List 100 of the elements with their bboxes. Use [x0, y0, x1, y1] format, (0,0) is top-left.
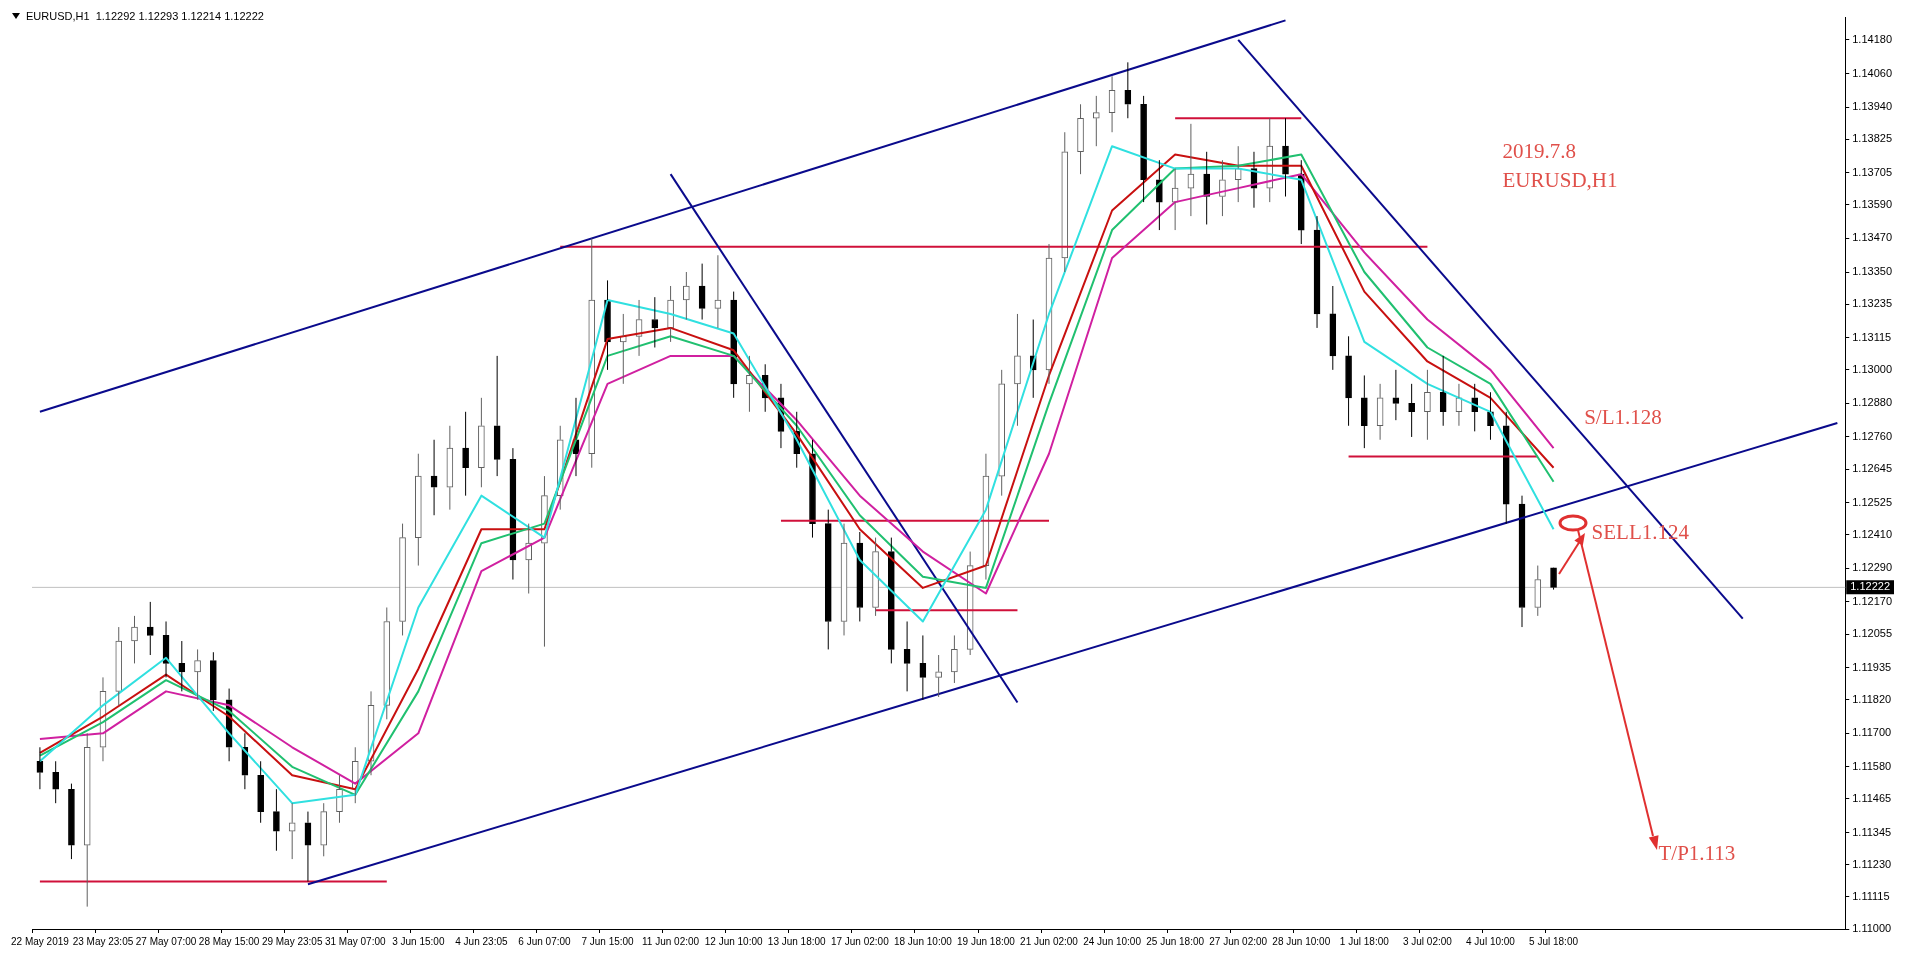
candlestick: [683, 271, 690, 321]
candlestick: [872, 537, 879, 617]
candlestick: [1014, 313, 1021, 427]
y-tick-label: 1.13590: [1852, 197, 1892, 210]
candlestick: [83, 732, 91, 908]
x-tick-label: 24 Jun 10:00: [1083, 935, 1142, 947]
candlestick: [1203, 151, 1210, 225]
x-tick-label: 31 May 07:00: [324, 935, 386, 947]
y-tick-label: 1.12880: [1852, 396, 1892, 409]
y-tick-label: 1.13350: [1852, 265, 1892, 278]
y-tick-label: 1.13940: [1852, 100, 1892, 113]
y-tick-label: 1.12525: [1852, 495, 1892, 508]
candlestick: [824, 509, 832, 650]
candlestick: [1077, 103, 1084, 175]
annotation: EURUSD,H1: [1502, 168, 1618, 193]
candlestick: [746, 355, 753, 413]
candlestick: [131, 615, 138, 664]
y-tick-label: 1.11465: [1852, 792, 1892, 805]
candlestick: [1439, 355, 1447, 427]
y-tick-label: 1.14060: [1852, 66, 1892, 79]
ref-line-label: 1.12222: [1850, 580, 1890, 593]
candlestick: [1534, 565, 1542, 617]
y-tick-label: 1.12760: [1852, 429, 1892, 442]
candlestick: [935, 654, 942, 698]
candlestick: [998, 369, 1006, 497]
candlestick: [273, 788, 280, 852]
y-tick-label: 1.13825: [1852, 132, 1892, 145]
x-tick-label: 17 Jun 02:00: [830, 935, 890, 947]
x-tick-label: 12 Jun 10:00: [704, 935, 764, 947]
y-tick-label: 1.13115: [1852, 330, 1892, 343]
annotation: S/L1.128: [1584, 405, 1662, 430]
x-tick-label: 7 Jun 15:00: [581, 935, 635, 947]
y-tick-label: 1.13000: [1852, 362, 1892, 375]
x-tick-label: 22 May 2019: [10, 935, 70, 947]
x-tick-label: 4 Jun 23:05: [455, 935, 508, 947]
y-tick-label: 1.11230: [1852, 857, 1892, 870]
y-tick-label: 1.12410: [1852, 527, 1892, 540]
x-tick-label: 3 Jul 02:00: [1402, 935, 1453, 947]
x-tick-label: 21 Jun 02:00: [1020, 935, 1079, 947]
candlestick: [1361, 374, 1368, 449]
candlestick: [888, 537, 895, 664]
y-tick-label: 1.12290: [1852, 561, 1892, 574]
x-tick-label: 25 Jun 18:00: [1146, 935, 1205, 947]
candlestick: [856, 531, 864, 622]
y-tick-label: 1.11115: [1852, 889, 1890, 902]
x-tick-label: 29 May 23:05: [261, 935, 323, 947]
candlestick: [651, 296, 659, 348]
x-tick-label: 11 Jun 02:00: [642, 935, 700, 947]
x-tick-label: 27 Jun 02:00: [1209, 935, 1268, 947]
y-tick-label: 1.11700: [1852, 726, 1892, 739]
candlestick: [478, 397, 485, 488]
candlestick: [178, 640, 186, 692]
x-tick-label: 28 Jun 10:00: [1272, 935, 1331, 947]
chart-title: EURUSD,H1 1.12292 1.12293 1.12214 1.12222: [26, 10, 264, 22]
candlestick: [320, 802, 328, 857]
candlestick: [619, 313, 627, 385]
candlestick: [1502, 411, 1510, 525]
y-tick-label: 1.13235: [1852, 297, 1892, 310]
candlestick: [210, 651, 217, 712]
x-tick-label: 13 Jun 18:00: [767, 935, 827, 947]
x-tick-label: 6 Jun 07:00: [518, 935, 572, 947]
y-tick-label: 1.11345: [1852, 825, 1892, 838]
x-tick-label: 5 Jul 18:00: [1529, 935, 1579, 947]
candlestick: [257, 760, 264, 824]
y-tick-label: 1.11820: [1852, 692, 1892, 705]
x-tick-label: 27 May 07:00: [135, 935, 197, 947]
candlestick: [1550, 567, 1557, 591]
x-tick-label: 18 Jun 10:00: [893, 935, 953, 947]
candlestick: [1392, 369, 1400, 421]
candlestick: [414, 453, 422, 567]
candlestick: [1345, 335, 1352, 427]
x-tick-label: 1 Jul 18:00: [1339, 935, 1390, 947]
x-tick-label: 19 Jun 18:00: [957, 935, 1016, 947]
candlestick: [1424, 369, 1431, 441]
candlestick: [288, 802, 296, 860]
x-tick-label: 4 Jul 10:00: [1466, 935, 1516, 947]
candlestick: [52, 760, 60, 804]
x-tick-label: 23 May 23:05: [72, 935, 134, 947]
y-tick-label: 1.12645: [1852, 462, 1892, 475]
y-tick-label: 1.11935: [1852, 660, 1892, 673]
x-tick-label: 3 Jun 15:00: [392, 935, 445, 947]
y-tick-label: 1.11580: [1852, 759, 1892, 772]
candlestick: [68, 783, 75, 860]
candlestick: [1234, 145, 1242, 203]
candlestick: [1061, 131, 1069, 273]
candlestick: [383, 606, 391, 720]
candlestick: [1297, 159, 1305, 245]
y-tick-label: 1.11000: [1852, 922, 1892, 935]
candlestick: [194, 648, 201, 701]
candlestick: [115, 626, 123, 706]
y-tick-label: 1.12170: [1852, 594, 1892, 607]
candlestick: [146, 601, 154, 656]
candlestick: [336, 774, 343, 824]
y-tick-label: 1.13470: [1852, 231, 1892, 244]
y-tick-label: 1.14180: [1852, 33, 1892, 45]
x-tick-label: 28 May 15:00: [198, 935, 260, 947]
annotation: T/P1.113: [1658, 840, 1736, 865]
candlestick: [1092, 95, 1100, 147]
y-tick-label: 1.12055: [1852, 627, 1892, 640]
annotation: 2019.7.8: [1502, 139, 1577, 163]
